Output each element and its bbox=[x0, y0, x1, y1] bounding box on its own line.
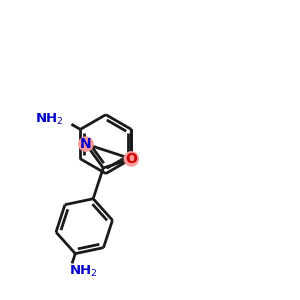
Text: NH$_2$: NH$_2$ bbox=[35, 112, 64, 128]
Text: NH$_2$: NH$_2$ bbox=[69, 264, 98, 279]
Text: O: O bbox=[125, 152, 137, 166]
Text: N: N bbox=[80, 137, 92, 151]
Circle shape bbox=[79, 137, 93, 151]
Circle shape bbox=[124, 152, 138, 166]
